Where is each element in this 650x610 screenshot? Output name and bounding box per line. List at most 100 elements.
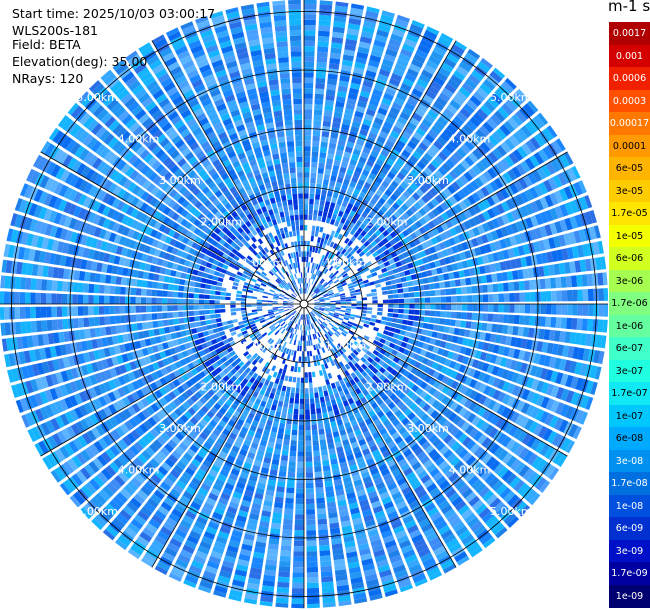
ray-gate bbox=[446, 296, 452, 303]
ray-gate bbox=[348, 330, 355, 335]
ray-gate bbox=[510, 411, 520, 423]
ray-gate bbox=[241, 330, 248, 336]
ray-gate bbox=[426, 406, 435, 416]
ray-gate bbox=[251, 359, 258, 366]
ray-gate bbox=[275, 288, 282, 292]
ray-gate bbox=[354, 387, 362, 395]
ray-gate bbox=[530, 201, 539, 213]
ray-gate bbox=[439, 132, 451, 143]
ray-gate bbox=[210, 252, 217, 259]
ray-gate bbox=[534, 227, 543, 239]
ray-gate bbox=[327, 190, 333, 197]
ray-gate bbox=[561, 248, 569, 261]
ray-gate bbox=[341, 59, 353, 67]
ray-gate bbox=[287, 314, 293, 319]
ray-gate bbox=[307, 587, 320, 594]
ray-gate bbox=[386, 459, 397, 468]
ray-gate bbox=[336, 144, 345, 151]
ray-gate bbox=[331, 463, 339, 471]
ray-gate bbox=[200, 320, 207, 326]
ray-gate bbox=[198, 265, 206, 272]
ray-gate bbox=[385, 280, 392, 286]
ray-gate bbox=[431, 268, 438, 276]
ray-gate bbox=[398, 505, 410, 515]
ray-gate bbox=[309, 318, 312, 324]
ray-gate bbox=[387, 510, 399, 520]
ray-gate bbox=[444, 173, 455, 184]
ray-gate bbox=[297, 313, 301, 319]
ray-gate bbox=[444, 342, 452, 350]
ray-gate bbox=[204, 401, 213, 410]
ray-gate bbox=[162, 283, 169, 290]
ray-gate bbox=[309, 387, 314, 394]
ray-gate bbox=[319, 439, 327, 446]
ray-gate bbox=[327, 372, 333, 379]
ray-gate bbox=[499, 261, 507, 271]
ray-gate bbox=[73, 219, 82, 231]
ray-gate bbox=[49, 179, 59, 193]
ray-gate bbox=[499, 487, 512, 500]
ray-gate bbox=[398, 153, 408, 163]
ray-gate bbox=[219, 296, 226, 300]
ray-gate bbox=[75, 341, 83, 353]
ray-gate bbox=[421, 522, 433, 533]
ray-gate bbox=[325, 326, 331, 332]
ray-gate bbox=[464, 424, 475, 435]
ray-gate bbox=[282, 529, 293, 536]
ray-gate bbox=[369, 593, 383, 601]
ray-gate bbox=[309, 393, 314, 399]
ray-gate bbox=[536, 167, 547, 180]
ray-gate bbox=[602, 319, 608, 333]
ray-gate bbox=[116, 355, 124, 365]
ray-gate bbox=[166, 473, 178, 483]
ray-gate bbox=[206, 340, 213, 347]
ray-gate bbox=[262, 395, 269, 403]
ray-gate bbox=[43, 208, 53, 221]
ray-gate bbox=[388, 414, 397, 423]
ray-gate bbox=[378, 359, 385, 367]
ray-gate bbox=[403, 163, 412, 172]
ray-gate bbox=[319, 302, 326, 304]
ray-gate bbox=[492, 283, 499, 293]
ray-gate bbox=[363, 514, 374, 523]
ray-gate bbox=[297, 446, 304, 452]
ray-gate bbox=[345, 325, 351, 330]
ray-gate bbox=[489, 180, 499, 192]
ray-gate bbox=[489, 242, 497, 252]
ray-gate bbox=[231, 445, 240, 454]
ray-gate bbox=[540, 368, 549, 380]
ray-gate bbox=[348, 87, 359, 95]
ray-gate bbox=[375, 112, 386, 121]
ray-gate bbox=[423, 284, 430, 291]
ray-gate bbox=[375, 158, 385, 167]
ray-gate bbox=[278, 309, 284, 313]
ray-gate bbox=[243, 598, 258, 605]
ray-gate bbox=[516, 400, 526, 412]
ray-gate bbox=[289, 456, 296, 462]
ray-gate bbox=[550, 277, 557, 289]
ray-gate bbox=[296, 324, 299, 330]
ray-gate bbox=[374, 454, 383, 462]
ray-gate bbox=[185, 388, 194, 397]
ray-gate bbox=[434, 456, 445, 467]
ray-gate bbox=[437, 392, 446, 402]
ray-gate bbox=[177, 305, 184, 311]
ray-gate bbox=[402, 190, 411, 199]
ray-gate bbox=[452, 151, 463, 162]
ray-gate bbox=[338, 222, 344, 229]
ray-gate bbox=[72, 282, 79, 293]
ray-gate bbox=[304, 340, 307, 347]
ray-gate bbox=[464, 156, 475, 167]
ray-gate bbox=[199, 363, 207, 370]
ray-gate bbox=[325, 302, 331, 304]
ray-gate bbox=[162, 290, 168, 297]
ray-gate bbox=[559, 331, 566, 343]
ray-gate bbox=[121, 353, 129, 363]
ray-gate bbox=[236, 515, 247, 523]
ray-gate bbox=[297, 313, 300, 319]
ray-gate bbox=[546, 304, 552, 315]
ray-gate bbox=[202, 427, 212, 436]
ray-gate bbox=[161, 551, 175, 562]
ray-gate bbox=[288, 349, 292, 355]
ray-gate bbox=[367, 378, 375, 386]
